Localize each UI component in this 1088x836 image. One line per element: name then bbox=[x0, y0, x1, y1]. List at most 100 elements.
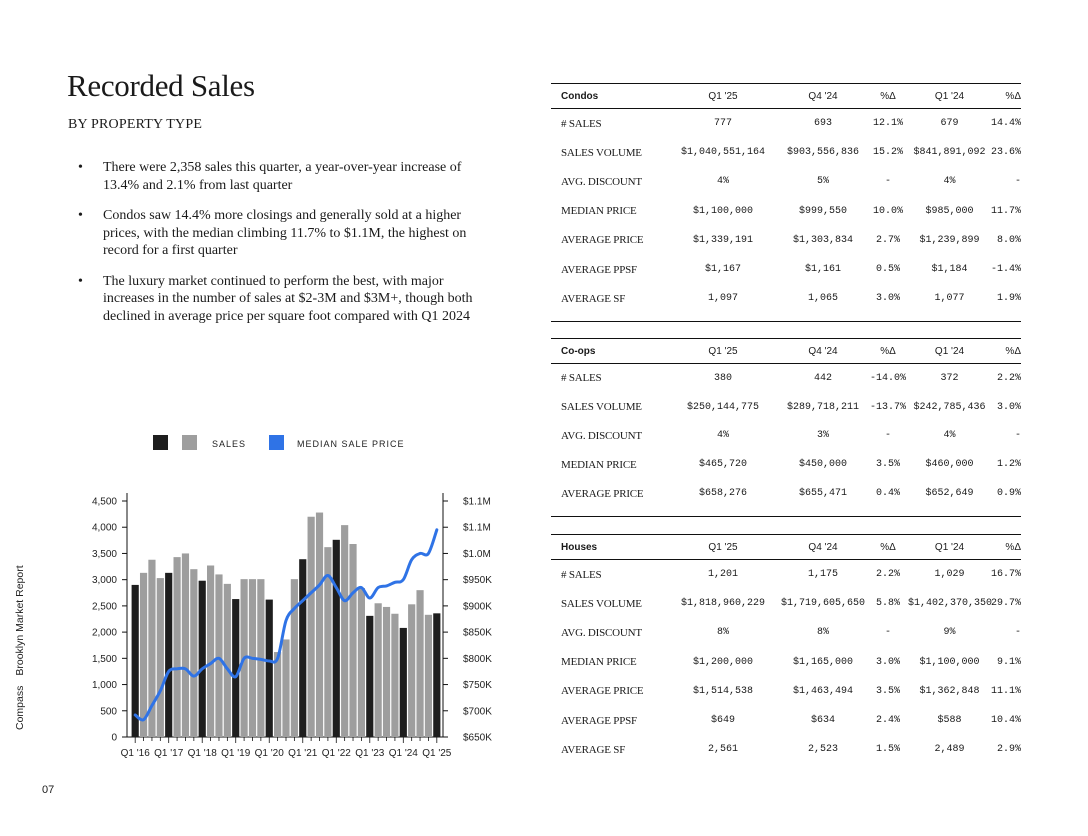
table-cell: 4% bbox=[716, 430, 729, 442]
sales-bar bbox=[173, 557, 181, 737]
table-header-cell: Q4 '24 bbox=[808, 541, 838, 553]
table-cell: $1,100,000 bbox=[919, 656, 980, 668]
brand-label: Compass bbox=[14, 685, 26, 730]
table-cell: 8% bbox=[716, 627, 729, 639]
table-cell: $289,718,211 bbox=[786, 401, 859, 413]
table-cell: 1,097 bbox=[707, 293, 738, 305]
table-cell: 16.7% bbox=[991, 569, 1022, 581]
table-cell: $634 bbox=[810, 715, 835, 727]
sales-bar bbox=[349, 544, 357, 737]
table-cell: $841,891,092 bbox=[913, 147, 986, 159]
sales-bar bbox=[265, 599, 273, 737]
table-header-cell: Q1 '24 bbox=[934, 541, 965, 553]
table-cell: $1,239,899 bbox=[919, 234, 980, 246]
median-price-path bbox=[133, 528, 439, 722]
table-header-cell: %Δ bbox=[1005, 90, 1021, 102]
table-row: # SALES 380 442 -14.0% 372 2.2% bbox=[551, 364, 1021, 393]
table-cell: $655,471 bbox=[798, 488, 847, 500]
table-cell: 1,077 bbox=[934, 293, 965, 305]
table-cell: - bbox=[1014, 627, 1021, 639]
report-side-label: Compass Brooklyn Market Report bbox=[14, 555, 26, 730]
left-tick-label: 500 bbox=[100, 706, 117, 717]
table-cell: $1,514,538 bbox=[692, 685, 753, 697]
table-cell: - bbox=[884, 430, 891, 442]
right-tick-label: $900K bbox=[463, 601, 492, 612]
table-cell: $1,463,494 bbox=[792, 685, 853, 697]
sales-bar bbox=[341, 525, 349, 737]
table-cell: 15.2% bbox=[872, 147, 903, 159]
page-number: 07 bbox=[42, 784, 55, 796]
table-header: Condos Q1 '25 Q4 '24 %Δ Q1 '24 %Δ bbox=[551, 83, 1021, 109]
table-cell: 3.5% bbox=[875, 459, 900, 471]
table-cell: $903,556,836 bbox=[786, 147, 859, 159]
table-header-cell: Q1 '25 bbox=[708, 345, 738, 357]
table-0: Condos Q1 '25 Q4 '24 %Δ Q1 '24 %Δ # SALES 777 69… bbox=[551, 83, 1022, 323]
sales-median-price-chart: SALES MEDIAN SALE PRICE 0 500 1,000 1,500 2,0… bbox=[92, 435, 492, 759]
sales-bar bbox=[315, 512, 324, 737]
table-header-cell: Q1 '25 bbox=[708, 90, 738, 102]
sales-bar bbox=[366, 615, 374, 737]
table-cell: $1,100,000 bbox=[692, 205, 753, 217]
left-tick-label: 4,500 bbox=[92, 497, 117, 508]
x-tick-label: Q1 '23 bbox=[355, 748, 385, 759]
left-tick-label: 1,500 bbox=[92, 654, 117, 665]
table-cell: 380 bbox=[713, 372, 732, 384]
table-row: MEDIAN PRICE $1,200,000 $1,165,000 3.0% $1,1… bbox=[551, 648, 1021, 677]
sales-bar bbox=[332, 539, 340, 737]
sales-bar bbox=[382, 606, 391, 737]
table-cell: 23.6% bbox=[991, 147, 1022, 159]
table-row: AVG. DISCOUNT 4% 3% - 4% - bbox=[551, 422, 1021, 451]
sales-bar bbox=[357, 588, 365, 737]
table-cell: 5% bbox=[816, 176, 829, 188]
table-cell: $1,167 bbox=[704, 264, 741, 276]
sales-bar bbox=[408, 604, 416, 737]
table-row: SALES VOLUME $1,818,960,229 $1,719,605,650… bbox=[551, 589, 1021, 618]
sales-bar bbox=[139, 572, 148, 737]
table-cell: 693 bbox=[813, 118, 832, 130]
table-cell: 10.4% bbox=[991, 715, 1022, 727]
table-cell: $1,362,848 bbox=[919, 685, 980, 697]
x-tick-label: Q1 '24 bbox=[389, 748, 419, 759]
bullet-item: Condos saw 14.4% more closings and gener… bbox=[78, 207, 498, 260]
table-cell: 2,561 bbox=[707, 744, 738, 756]
sales-bar bbox=[416, 590, 424, 737]
table-cell: 11.7% bbox=[991, 205, 1022, 217]
table-row: AVG. DISCOUNT 8% 8% - 9% - bbox=[551, 618, 1021, 647]
table-cell: 1,175 bbox=[807, 569, 838, 581]
table-header-cell: %Δ bbox=[1005, 345, 1021, 357]
table-cell: - bbox=[1014, 176, 1021, 188]
sales-bar bbox=[399, 627, 407, 737]
row-label: MEDIAN PRICE bbox=[561, 458, 637, 471]
table-cell: 2.9% bbox=[996, 744, 1021, 756]
row-label: AVERAGE PRICE bbox=[561, 685, 644, 698]
table-cell: $1,719,605,650 bbox=[780, 598, 865, 610]
table-row: AVERAGE PPSF $649 $634 2.4% $588 10.4% bbox=[551, 706, 1021, 735]
right-tick-label: $1.0M bbox=[463, 549, 491, 560]
table-cell: $465,720 bbox=[698, 459, 747, 471]
sales-bar bbox=[207, 565, 215, 737]
left-tick-label: 1,000 bbox=[92, 680, 117, 691]
table-cell: $1,165,000 bbox=[792, 656, 853, 668]
row-label: AVERAGE PRICE bbox=[561, 487, 644, 500]
table-cell: - bbox=[884, 627, 891, 639]
table-cell: 1,065 bbox=[807, 293, 838, 305]
table-cell: $1,339,191 bbox=[692, 234, 753, 246]
x-tick-label: Q1 '19 bbox=[221, 748, 251, 759]
table-cell: 777 bbox=[713, 118, 732, 130]
right-tick-label: $800K bbox=[463, 654, 492, 665]
row-label: AVERAGE SF bbox=[561, 292, 626, 305]
summary-bullets: There were 2,358 sales this quarter, a y… bbox=[78, 159, 498, 338]
table-header-cell: %Δ bbox=[1005, 541, 1021, 553]
sales-bar bbox=[299, 559, 307, 737]
table-cell: $250,144,775 bbox=[686, 401, 759, 413]
table-row: MEDIAN PRICE $465,720 $450,000 3.5% $460,000… bbox=[551, 450, 1021, 479]
table-cell: $242,785,436 bbox=[913, 401, 986, 413]
table-cell: 8% bbox=[816, 627, 829, 639]
table-cell: 2,523 bbox=[807, 744, 838, 756]
table-cell: 372 bbox=[940, 372, 959, 384]
sales-bar bbox=[181, 553, 190, 737]
table-cell: 442 bbox=[813, 372, 832, 384]
table-cell: 10.0% bbox=[872, 205, 903, 217]
table-cell: 2,489 bbox=[934, 744, 965, 756]
left-tick-label: 4,000 bbox=[92, 523, 117, 534]
